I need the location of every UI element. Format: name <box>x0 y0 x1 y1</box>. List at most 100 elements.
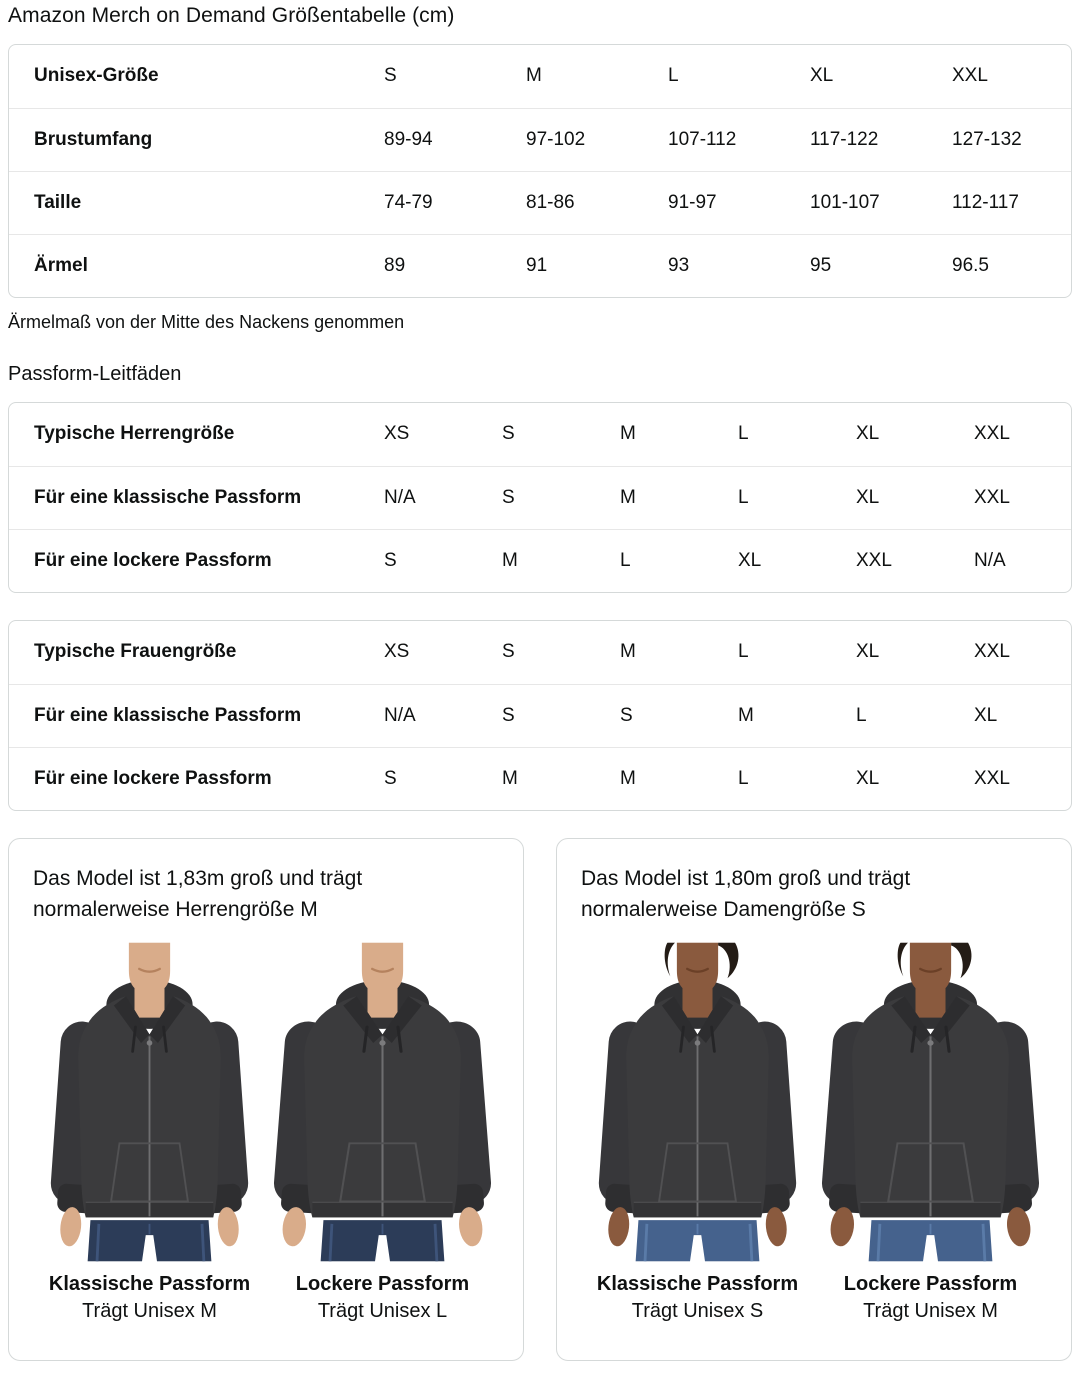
table-row: Ärmel 89 91 93 95 96.5 <box>9 233 1071 297</box>
table-row: Typische Herrengröße XS S M L XL XXL <box>9 403 1071 466</box>
table-row: Typische Frauengröße XS S M L XL XXL <box>9 621 1071 684</box>
value-cell: 117-122 <box>810 107 952 171</box>
row-label: Für eine klassische Passform <box>9 683 384 747</box>
row-label: Brustumfang <box>9 107 384 171</box>
size-caption: Trägt Unisex L <box>317 1300 448 1322</box>
row-label: Ärmel <box>9 233 384 297</box>
unisex-size-table: Unisex-Größe S M L XL XXL Brustumfang 89… <box>8 44 1072 298</box>
row-label: Typische Herrengröße <box>34 423 235 445</box>
value-cell: M <box>502 746 620 810</box>
value-cell: S <box>502 465 620 529</box>
value-cell: 127-132 <box>952 107 1071 171</box>
value-cell: 81-86 <box>526 170 668 234</box>
womens-fit-table: Typische Frauengröße XS S M L XL XXL Für… <box>8 620 1072 811</box>
table-row: Unisex-Größe S M L XL XXL <box>9 45 1071 108</box>
size-header-cell: L <box>668 65 679 87</box>
size-caption: Trägt Unisex M <box>82 1300 217 1322</box>
value-cell: 95 <box>810 233 952 297</box>
size-header-cell: XXL <box>974 641 1010 663</box>
page-title: Amazon Merch on Demand Größentabelle (cm… <box>8 4 455 27</box>
size-caption: Trägt Unisex S <box>631 1300 764 1322</box>
classic-fit-figure: Klassische Passform Trägt Unisex M <box>33 937 266 1325</box>
loose-fit-figure: Lockere Passform Trägt Unisex L <box>266 937 499 1325</box>
value-cell: M <box>502 528 620 592</box>
row-label: Für eine lockere Passform <box>9 746 384 810</box>
size-header-cell: XS <box>384 423 410 445</box>
value-cell: XL <box>856 465 974 529</box>
mens-model-card: Das Model ist 1,83m groß und trägt norma… <box>8 838 524 1361</box>
value-cell: 93 <box>668 233 810 297</box>
value-cell: M <box>620 746 738 810</box>
fit-caption: Klassische Passform <box>596 1273 799 1295</box>
fit-caption: Lockere Passform <box>843 1273 1018 1295</box>
value-cell: S <box>620 683 738 747</box>
classic-fit-figure: Klassische Passform Trägt Unisex S <box>581 937 814 1325</box>
table-row: Taille 74-79 81-86 91-97 101-107 112-117 <box>9 170 1071 234</box>
size-header-cell: M <box>620 423 636 445</box>
table-row: Für eine lockere Passform S M L XL XXL N… <box>9 528 1071 592</box>
female-loose-fit-photo <box>818 937 1043 1267</box>
table-row: Brustumfang 89-94 97-102 107-112 117-122… <box>9 107 1071 171</box>
value-cell: XXL <box>974 746 1071 810</box>
fit-caption: Lockere Passform <box>295 1273 470 1295</box>
sleeve-measure-note: Ärmelmaß von der Mitte des Nackens genom… <box>8 312 405 332</box>
model-cards: Das Model ist 1,83m groß und trägt norma… <box>8 838 1072 1361</box>
womens-model-card: Das Model ist 1,80m groß und trägt norma… <box>556 838 1072 1361</box>
value-cell: 89-94 <box>384 107 526 171</box>
fit-guides-title: Passform-Leitfäden <box>8 363 182 385</box>
row-label: Typische Frauengröße <box>34 641 237 663</box>
value-cell: XL <box>856 746 974 810</box>
value-cell: 112-117 <box>952 170 1071 234</box>
row-label: Unisex-Größe <box>34 65 159 87</box>
size-header-cell: XL <box>810 65 834 87</box>
size-header-cell: XXL <box>974 423 1010 445</box>
model-description: Das Model ist 1,83m groß und trägt norma… <box>33 867 363 921</box>
row-label: Für eine lockere Passform <box>9 528 384 592</box>
value-cell: 89 <box>384 233 526 297</box>
value-cell: L <box>738 746 856 810</box>
value-cell: L <box>856 683 974 747</box>
value-cell: 97-102 <box>526 107 668 171</box>
value-cell: L <box>738 465 856 529</box>
size-caption: Trägt Unisex M <box>863 1300 998 1322</box>
size-header-cell: L <box>738 641 749 663</box>
value-cell: S <box>502 683 620 747</box>
table-row: Für eine klassische Passform N/A S M L X… <box>9 465 1071 529</box>
size-header-cell: M <box>620 641 636 663</box>
value-cell: 107-112 <box>668 107 810 171</box>
size-header-cell: S <box>502 423 515 445</box>
fit-caption: Klassische Passform <box>48 1273 251 1295</box>
table-row: Für eine klassische Passform N/A S S M L… <box>9 683 1071 747</box>
value-cell: N/A <box>384 465 502 529</box>
row-label: Taille <box>9 170 384 234</box>
value-cell: L <box>620 528 738 592</box>
loose-fit-figure: Lockere Passform Trägt Unisex M <box>814 937 1047 1325</box>
male-loose-fit-photo <box>270 937 495 1267</box>
value-cell: N/A <box>974 528 1071 592</box>
size-header-cell: XL <box>856 423 880 445</box>
male-classic-fit-photo <box>37 937 262 1267</box>
row-label: Für eine klassische Passform <box>9 465 384 529</box>
value-cell: XL <box>738 528 856 592</box>
table-row: Für eine lockere Passform S M M L XL XXL <box>9 746 1071 810</box>
size-header-cell: L <box>738 423 749 445</box>
size-header-cell: M <box>526 65 542 87</box>
size-header-cell: XS <box>384 641 410 663</box>
size-header-cell: XL <box>856 641 880 663</box>
value-cell: 91 <box>526 233 668 297</box>
value-cell: S <box>384 746 502 810</box>
value-cell: 96.5 <box>952 233 1071 297</box>
mens-fit-table: Typische Herrengröße XS S M L XL XXL Für… <box>8 402 1072 593</box>
value-cell: M <box>620 465 738 529</box>
value-cell: M <box>738 683 856 747</box>
female-classic-fit-photo <box>585 937 810 1267</box>
size-header-cell: S <box>384 65 397 87</box>
size-header-cell: S <box>502 641 515 663</box>
value-cell: XL <box>974 683 1071 747</box>
value-cell: 91-97 <box>668 170 810 234</box>
model-description: Das Model ist 1,80m groß und trägt norma… <box>581 867 911 921</box>
value-cell: XXL <box>974 465 1071 529</box>
value-cell: XXL <box>856 528 974 592</box>
value-cell: 101-107 <box>810 170 952 234</box>
